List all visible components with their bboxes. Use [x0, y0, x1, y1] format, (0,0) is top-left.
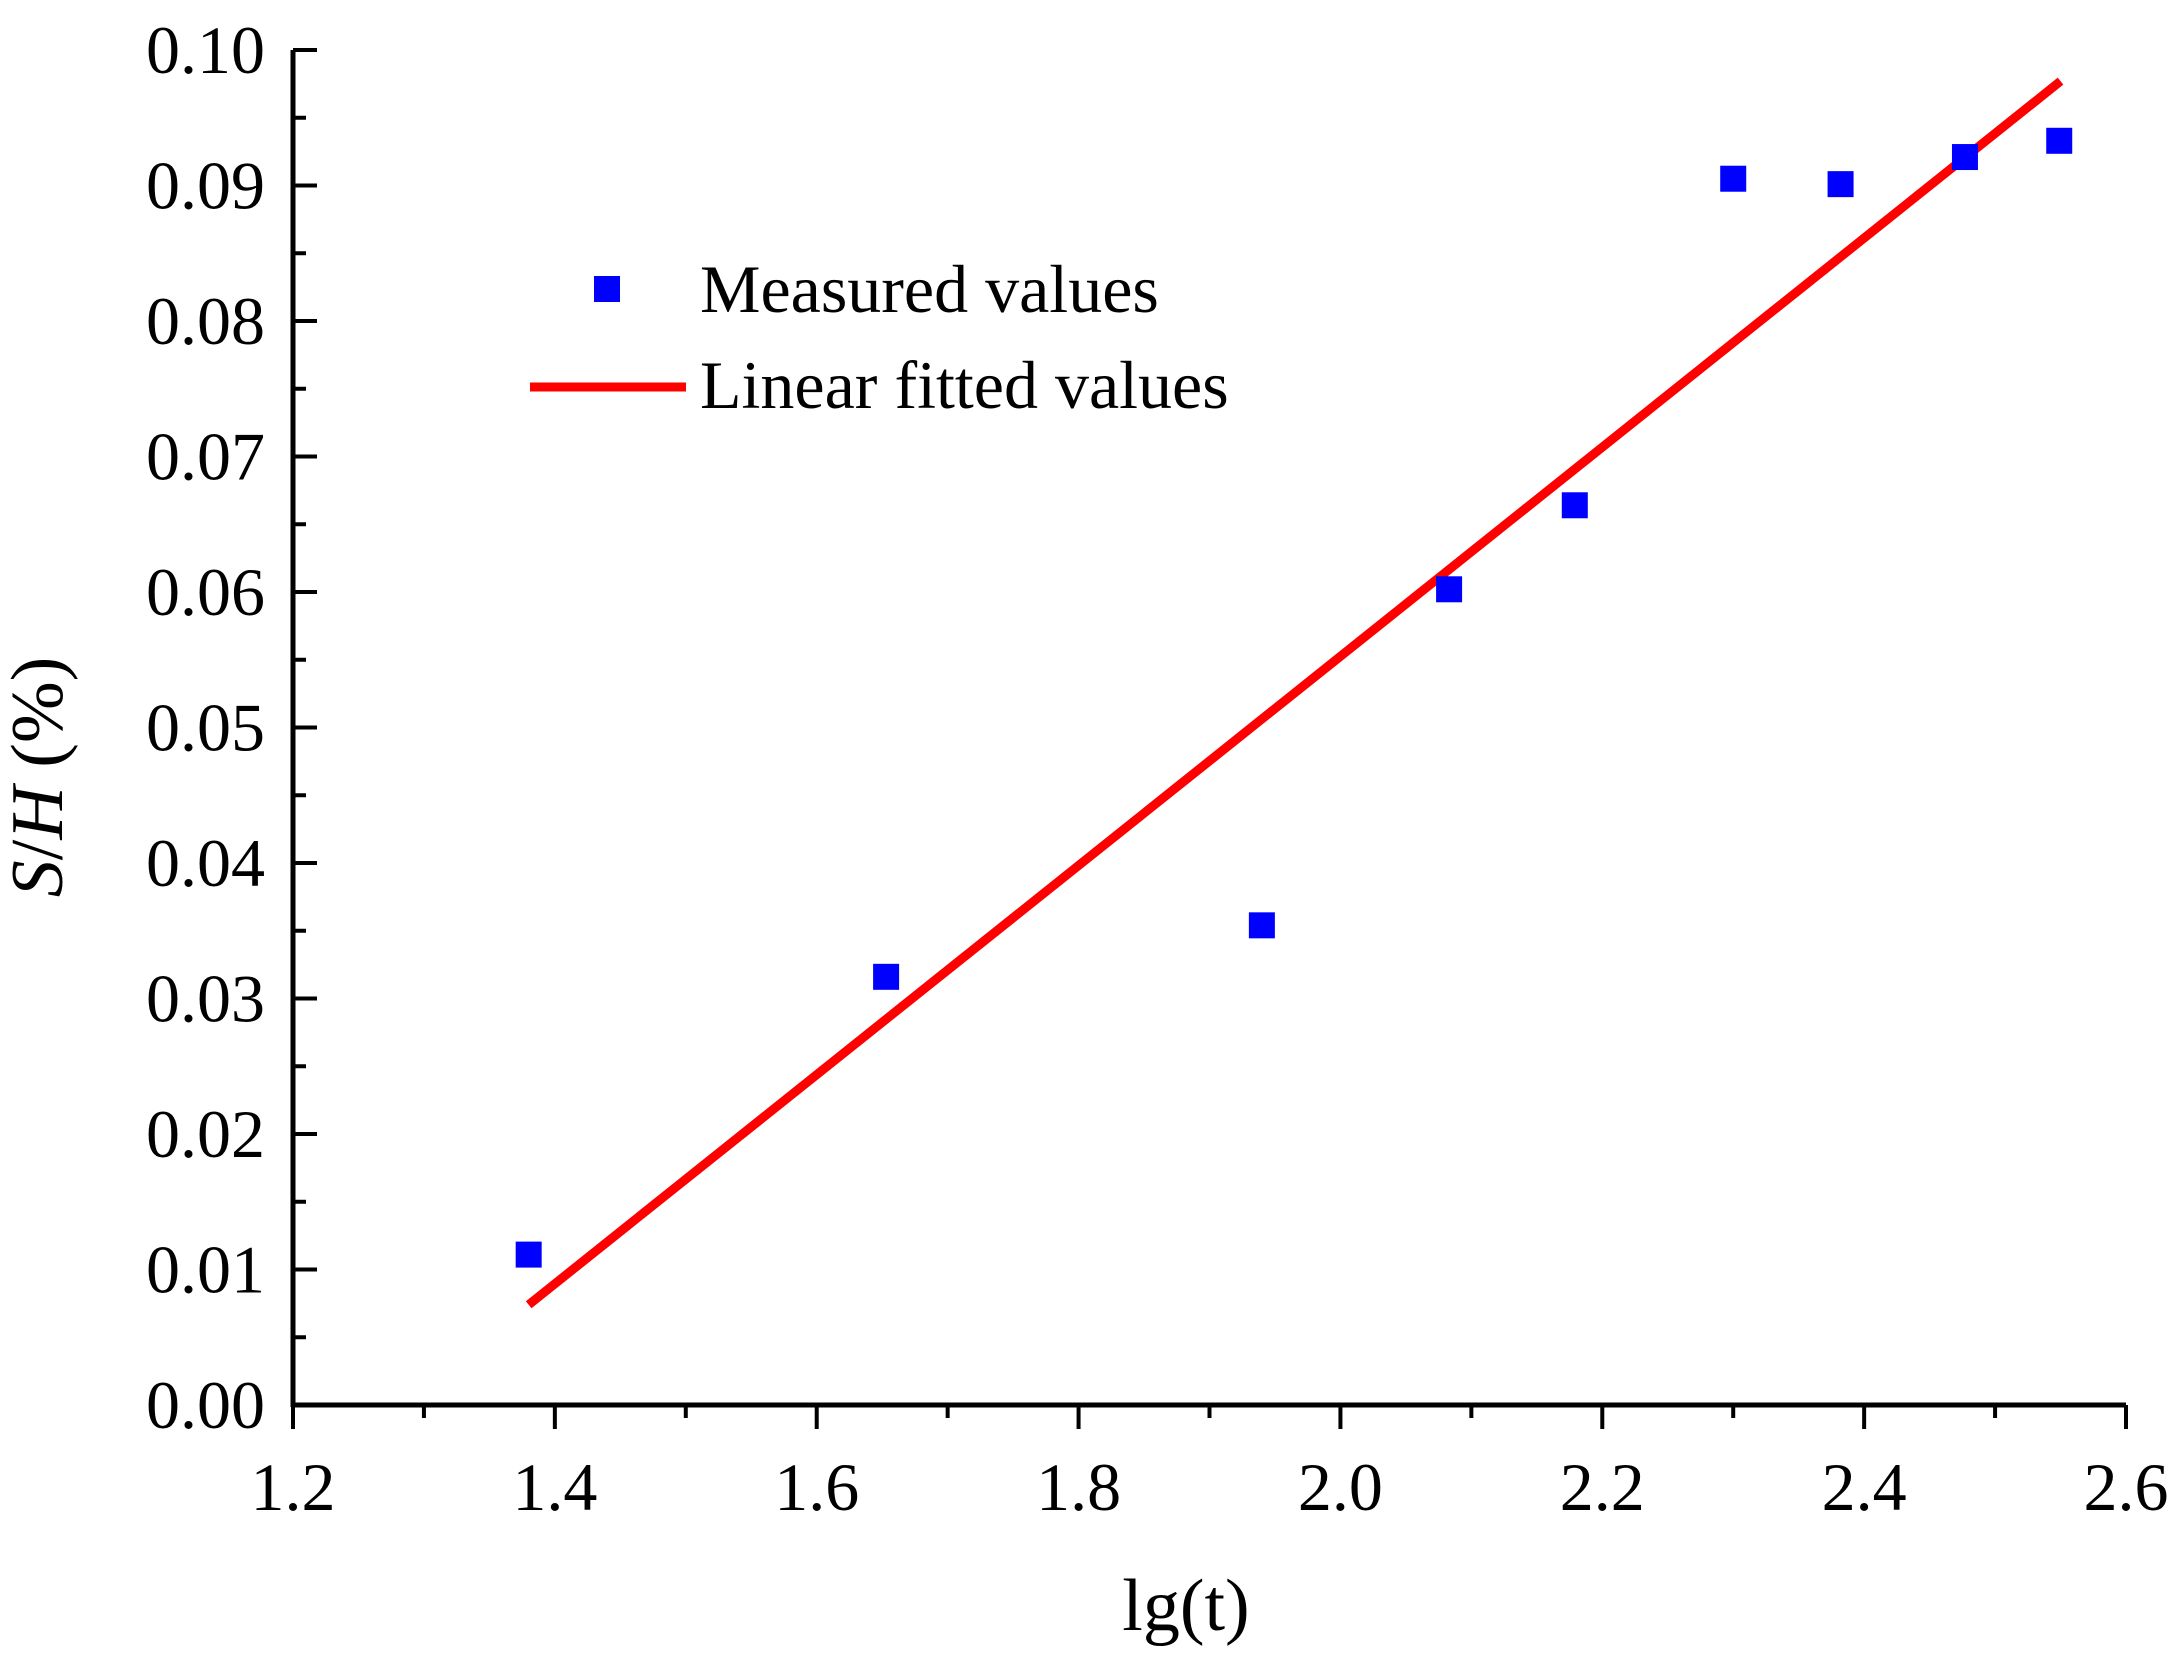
y-axis-title-slash: /	[0, 839, 79, 860]
x-tick-label: 1.8	[1036, 1449, 1121, 1525]
y-tick-label: 0.07	[146, 419, 265, 495]
y-axis-title: S/H (%)	[0, 657, 79, 897]
y-axis-title-h: H	[0, 783, 79, 841]
data-point	[1720, 165, 1747, 192]
x-tick-label: 1.2	[251, 1449, 336, 1525]
data-point	[2046, 127, 2073, 154]
legend: Measured values Linear fitted values	[530, 251, 1229, 423]
plot-series	[515, 77, 2073, 1309]
data-point	[1248, 912, 1275, 939]
x-tick-label: 2.2	[1560, 1449, 1645, 1525]
tick-labels: 0.00 0.01 0.02 0.03 0.04 0.05 0.06 0.07 0.08 0.09…	[146, 12, 2169, 1525]
y-axis-title-s: S	[0, 860, 79, 897]
y-tick-label: 0.03	[146, 961, 265, 1037]
data-point	[1436, 576, 1463, 603]
y-tick-label: 0.00	[146, 1367, 265, 1443]
x-tick-label: 2.4	[1822, 1449, 1907, 1525]
data-point	[1827, 171, 1854, 198]
legend-marker-square	[594, 276, 620, 302]
x-tick-label: 2.0	[1298, 1449, 1383, 1525]
legend-label-fitted: Linear fitted values	[700, 347, 1229, 423]
axis-ticks	[291, 48, 2128, 1429]
x-tick-label: 1.4	[512, 1449, 597, 1525]
legend-label-measured: Measured values	[700, 251, 1159, 327]
x-tick-label: 1.6	[774, 1449, 859, 1525]
y-tick-label: 0.10	[146, 12, 265, 88]
y-tick-label: 0.02	[146, 1096, 265, 1172]
x-tick-label: 2.6	[2084, 1449, 2169, 1525]
data-point	[1951, 144, 1978, 171]
y-tick-label: 0.01	[146, 1232, 265, 1308]
fit-line	[525, 77, 2064, 1309]
y-tick-label: 0.06	[146, 554, 265, 630]
data-point	[873, 963, 900, 990]
y-tick-label: 0.05	[146, 690, 265, 766]
x-axis-title: lg(t)	[1122, 1565, 1249, 1647]
data-point	[515, 1241, 542, 1268]
y-axis-title-unit: (%)	[0, 657, 79, 786]
y-tick-label: 0.08	[146, 283, 265, 359]
data-point	[1561, 492, 1588, 519]
y-tick-label: 0.09	[146, 148, 265, 224]
y-tick-label: 0.04	[146, 825, 265, 901]
